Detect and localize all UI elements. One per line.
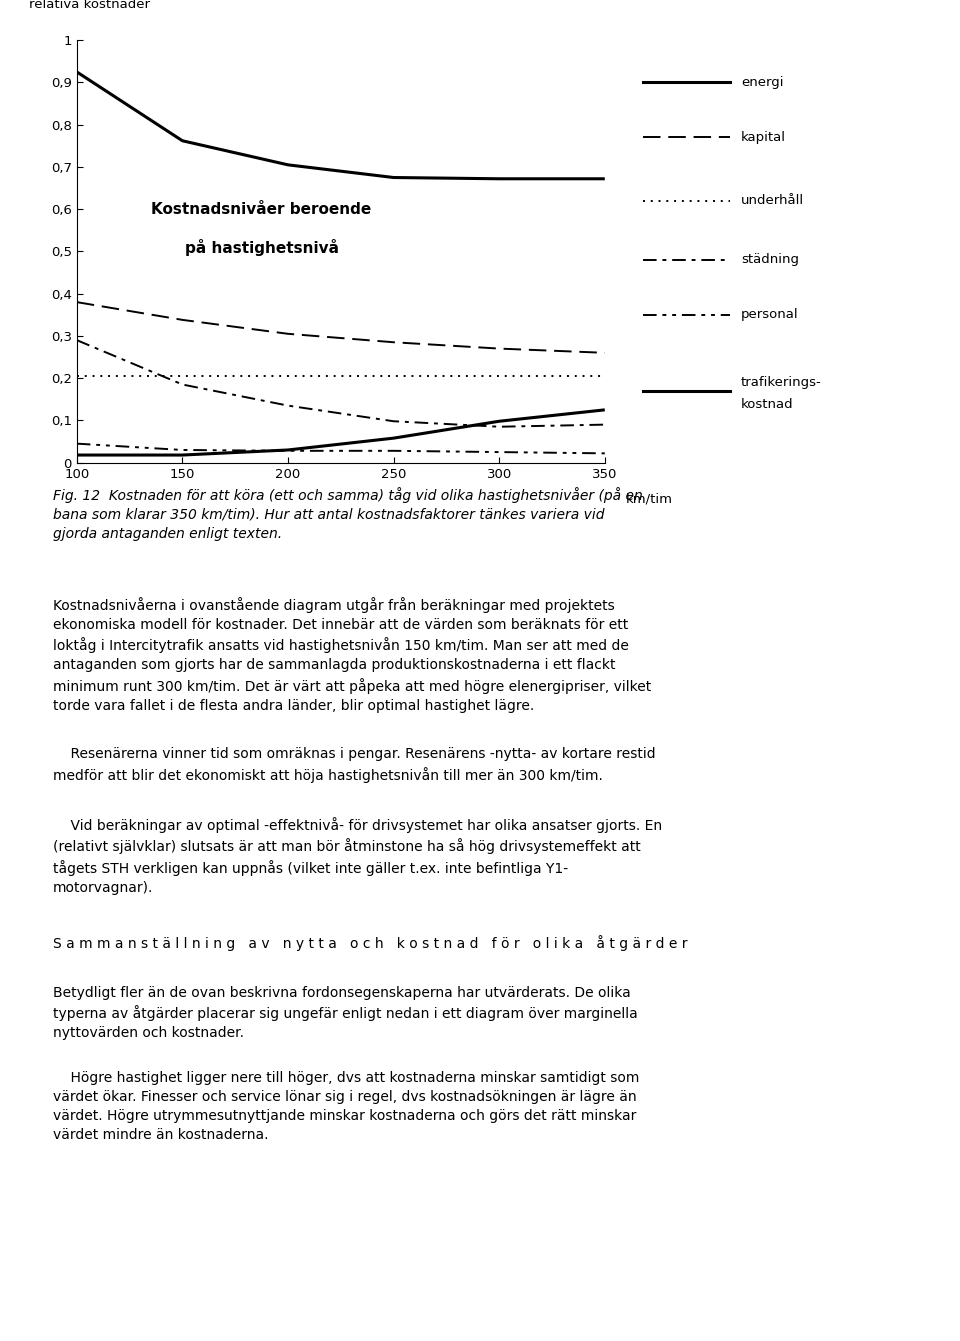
Text: Resenärerna vinner tid som omräknas i pengar. Resenärens ­nytta­ av kortare rest: Resenärerna vinner tid som omräknas i pe… bbox=[53, 747, 656, 783]
Text: personal: personal bbox=[741, 308, 799, 322]
Text: kostnad: kostnad bbox=[741, 398, 794, 410]
Text: städning: städning bbox=[741, 253, 799, 267]
Text: underhåll: underhåll bbox=[741, 194, 804, 208]
Text: Fig. 12  Kostnaden för att köra (ett och samma) tåg vid olika hastighetsnivåer (: Fig. 12 Kostnaden för att köra (ett och … bbox=[53, 487, 642, 540]
Text: trafikerings-: trafikerings- bbox=[741, 377, 822, 389]
Text: Högre hastighet ligger nere till höger, dvs att kostnaderna minskar samtidigt so: Högre hastighet ligger nere till höger, … bbox=[53, 1071, 639, 1143]
Text: energi: energi bbox=[741, 76, 783, 89]
Text: kapital: kapital bbox=[741, 131, 786, 143]
Text: Kostnadsnivåerna i ovanstående diagram utgår från beräkningar med projektets
eko: Kostnadsnivåerna i ovanstående diagram u… bbox=[53, 597, 651, 713]
Text: Betydligt fler än de ovan beskrivna fordonsegenskaperna har utvärderats. De olik: Betydligt fler än de ovan beskrivna ford… bbox=[53, 986, 637, 1041]
Text: km/tim: km/tim bbox=[626, 492, 673, 506]
Text: Vid beräkningar av optimal ­effektnivå­ för drivsystemet har olika ansatser gjor: Vid beräkningar av optimal ­effektnivå­ … bbox=[53, 817, 662, 896]
Text: Kostnadsnivåer beroende: Kostnadsnivåer beroende bbox=[152, 201, 372, 217]
Text: S a m m a n s t ä l l n i n g   a v   n y t t a   o c h   k o s t n a d   f ö r : S a m m a n s t ä l l n i n g a v n y t … bbox=[53, 935, 687, 951]
Text: relativa kostnader: relativa kostnader bbox=[29, 0, 151, 11]
Text: på hastighetsnivå: på hastighetsnivå bbox=[184, 239, 339, 256]
